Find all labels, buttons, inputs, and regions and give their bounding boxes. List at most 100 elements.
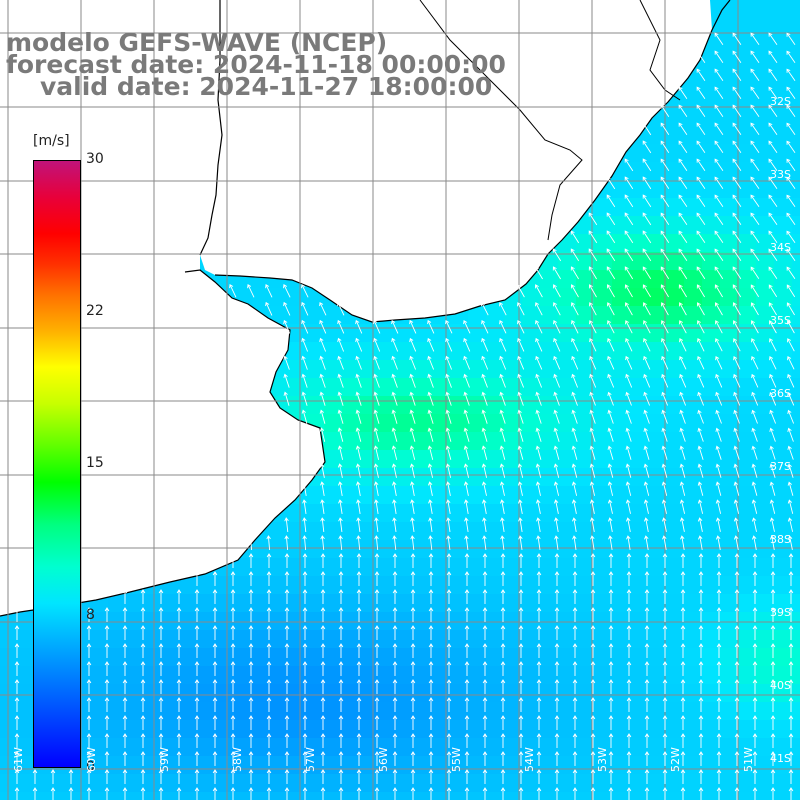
wind-arrow — [536, 589, 542, 604]
wind-arrow — [750, 302, 759, 316]
wind-arrow — [734, 661, 740, 676]
speed-cell — [540, 702, 559, 721]
speed-cell — [522, 450, 541, 469]
wind-arrow — [68, 769, 74, 784]
wind-arrow — [391, 355, 398, 370]
speed-cell — [756, 360, 775, 379]
wind-arrow — [680, 733, 686, 748]
wind-arrow — [786, 176, 796, 189]
wind-arrow — [734, 553, 740, 568]
wind-arrow — [662, 733, 668, 748]
wind-arrow — [481, 481, 487, 496]
speed-cell — [648, 144, 667, 163]
wind-arrow — [588, 248, 598, 262]
wind-arrow — [301, 337, 309, 352]
speed-cell — [720, 54, 739, 73]
wind-arrow — [716, 553, 722, 568]
wind-arrow — [392, 679, 398, 694]
longitude-label: 54W — [523, 747, 536, 772]
wind-arrow — [212, 697, 218, 712]
wind-arrow — [554, 661, 560, 676]
wind-arrow — [392, 751, 398, 766]
speed-cell — [324, 324, 343, 343]
wind-arrow — [319, 373, 326, 388]
wind-arrow — [464, 769, 470, 784]
wind-arrow — [319, 355, 326, 370]
wind-arrow — [644, 733, 650, 748]
speed-cell — [774, 36, 793, 55]
speed-cell — [702, 558, 721, 577]
wind-arrow — [427, 481, 433, 496]
wind-arrow — [446, 535, 451, 550]
speed-cell — [468, 468, 487, 487]
wind-arrow — [536, 625, 542, 640]
wind-arrow — [301, 391, 308, 406]
speed-cell — [756, 18, 775, 37]
wind-arrow — [643, 463, 650, 478]
speed-cell — [342, 360, 361, 379]
wind-arrow — [194, 625, 200, 640]
speed-cell — [774, 414, 793, 433]
wind-arrow — [338, 733, 344, 748]
speed-cell — [252, 684, 271, 703]
speed-cell — [594, 774, 613, 793]
speed-cell — [774, 432, 793, 451]
speed-cell — [792, 378, 800, 397]
wind-arrow — [733, 445, 740, 460]
speed-cell — [162, 792, 181, 800]
speed-cell — [180, 774, 199, 793]
speed-cell — [468, 504, 487, 523]
wind-arrow — [626, 535, 631, 550]
speed-cell — [576, 756, 595, 775]
wind-arrow — [787, 499, 794, 514]
wind-arrow — [320, 589, 326, 604]
speed-cell — [198, 594, 217, 613]
latitude-label: 37S — [770, 460, 791, 473]
wind-arrow — [463, 445, 470, 460]
wind-arrow — [446, 643, 452, 658]
wind-arrow — [482, 643, 488, 658]
wind-arrow — [769, 427, 776, 442]
speed-cell — [612, 594, 631, 613]
speed-cell — [666, 252, 685, 271]
wind-arrow — [392, 625, 398, 640]
wind-arrow — [391, 391, 398, 406]
wind-arrow — [194, 769, 200, 784]
speed-cell — [450, 576, 469, 595]
speed-cell — [666, 720, 685, 739]
speed-cell — [108, 594, 127, 613]
speed-cell — [324, 576, 343, 595]
wind-arrow — [751, 445, 758, 460]
speed-cell — [540, 684, 559, 703]
wind-arrow — [751, 517, 757, 532]
speed-cell — [216, 756, 235, 775]
wind-arrow — [284, 751, 290, 766]
speed-cell — [342, 792, 361, 800]
wind-arrow — [714, 194, 724, 208]
wind-arrow — [482, 751, 488, 766]
speed-cell — [594, 630, 613, 649]
speed-cell — [756, 792, 775, 800]
wind-arrow — [140, 715, 146, 730]
speed-cell — [684, 144, 703, 163]
speed-cell — [414, 576, 433, 595]
wind-arrow — [410, 499, 415, 514]
wind-arrow — [338, 589, 344, 604]
speed-cell — [558, 468, 577, 487]
speed-cell — [558, 288, 577, 307]
wind-arrow — [248, 715, 254, 730]
wind-arrow — [194, 643, 200, 658]
speed-cell — [648, 126, 667, 145]
wind-arrow — [788, 697, 794, 712]
speed-cell — [720, 108, 739, 127]
wind-arrow — [428, 715, 434, 730]
speed-cell — [738, 180, 757, 199]
wind-arrow — [644, 625, 650, 640]
speed-cell — [342, 774, 361, 793]
speed-cell — [576, 540, 595, 559]
wind-arrow — [716, 751, 722, 766]
speed-cell — [720, 18, 739, 37]
wind-arrow — [696, 302, 705, 316]
wind-arrow — [194, 571, 200, 586]
wind-arrow — [608, 625, 614, 640]
